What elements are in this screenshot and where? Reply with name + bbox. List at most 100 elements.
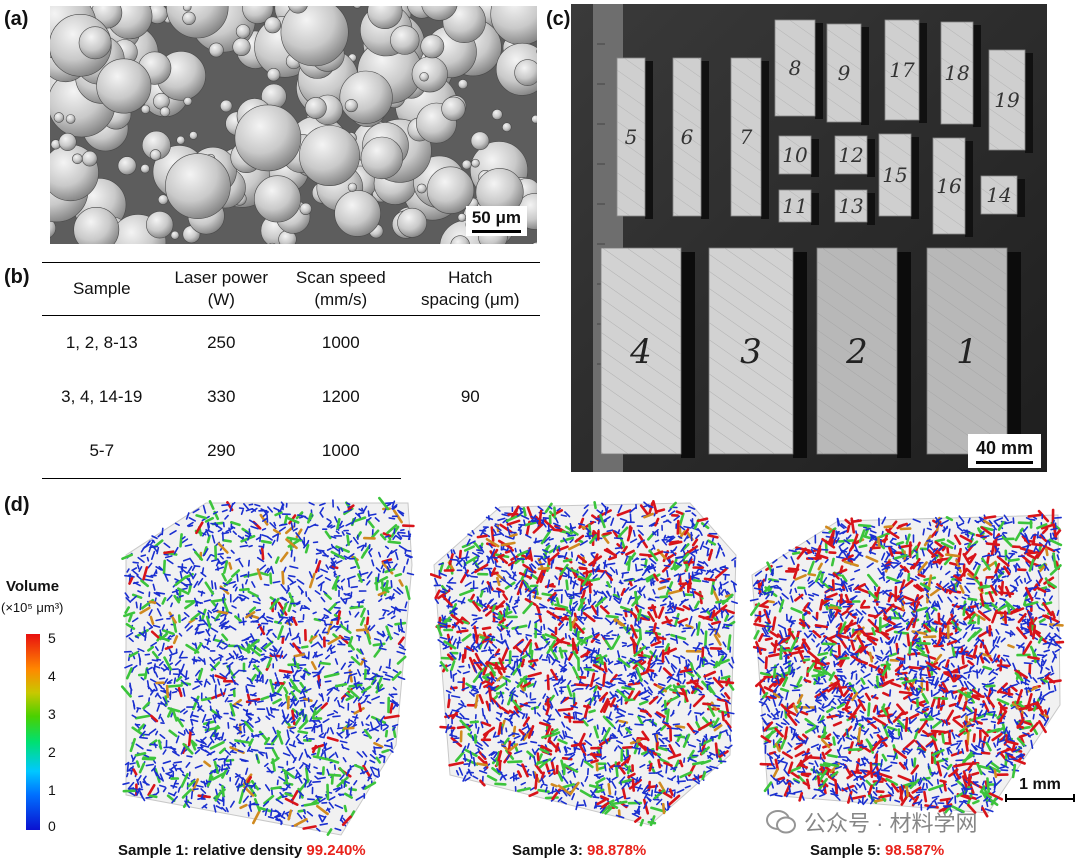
powder-particle: [50, 218, 56, 238]
small-specimen: 12: [834, 135, 875, 177]
sem-scalebar: 50 μm: [465, 206, 527, 236]
header-sample: Sample: [42, 262, 162, 316]
watermark-text: 公众号 · 材料学网: [804, 811, 978, 836]
sem-powder-image: 50 μm: [50, 6, 537, 244]
specimen-plate: 5 6 7 8 9 17 18 19 10 12 11 13 15 16 14 4 3 2 1: [571, 4, 1047, 472]
small-specimen: 14: [980, 175, 1025, 217]
wechat-icon: [766, 810, 796, 834]
powder-particle: [347, 182, 358, 192]
powder-particle: [450, 235, 470, 244]
powder-particle: [72, 153, 83, 165]
process-parameter-table: Sample Laser power (W) Scan speed (mm/s) H…: [42, 262, 540, 479]
powder-particle: [165, 153, 231, 219]
powder-particle: [280, 6, 349, 67]
cell-speed: 1000: [321, 333, 360, 352]
specimen-number: 14: [986, 183, 1011, 207]
specimen-number: 7: [740, 125, 753, 149]
cell-sample: 1, 2, 8-13: [65, 333, 138, 352]
large-specimen: 4: [600, 247, 695, 458]
powder-particle: [461, 159, 472, 170]
photo-scale-text: 40 mm: [975, 438, 1033, 458]
powder-particle: [442, 6, 486, 43]
small-specimen: 10: [778, 135, 819, 177]
small-specimen: 16: [932, 137, 973, 237]
powder-particle: [140, 164, 150, 174]
powder-particle: [419, 72, 429, 82]
powder-particle: [78, 26, 112, 60]
colorbar-tick: 5: [48, 630, 56, 646]
table-row: 3, 4, 14-19 330 1200: [42, 370, 540, 424]
small-specimen: 5: [616, 57, 653, 219]
powder-particle: [264, 16, 282, 34]
powder-particle: [390, 25, 420, 55]
powder-particle: [166, 6, 229, 39]
powder-particle: [471, 158, 480, 168]
sem-scale-bar: [471, 230, 521, 233]
panel-label-b: (b): [4, 266, 30, 288]
watermark: 公众号 · 材料学网: [766, 806, 978, 838]
powder-particle: [117, 156, 137, 176]
powder-particle: [360, 136, 404, 180]
small-specimen: 7: [730, 57, 769, 219]
small-specimen: 13: [834, 189, 875, 225]
cell-speed: 1200: [321, 387, 360, 406]
cell-power: 290: [161, 424, 282, 479]
powder-particle: [441, 96, 466, 121]
powder-particle: [65, 114, 76, 124]
powder-particle: [421, 6, 458, 21]
small-specimen: 8: [774, 19, 823, 119]
powder-particle: [170, 230, 180, 240]
powder-particle: [157, 194, 169, 205]
header-laser-power: Laser power (W): [161, 262, 282, 316]
powder-particle: [426, 166, 475, 214]
colorbar-tick: 1: [48, 782, 56, 798]
powder-particle: [457, 79, 468, 90]
small-specimen: 6: [672, 57, 709, 219]
small-specimen: 11: [778, 189, 819, 225]
colorbar-tick: 4: [48, 668, 56, 684]
cell-sample: 3, 4, 14-19: [61, 387, 143, 406]
powder-particle: [189, 131, 198, 140]
colorbar-unit: (×10⁵ μm³): [1, 600, 64, 615]
powder-particle: [299, 125, 360, 187]
header-scan-speed: Scan speed (mm/s): [281, 262, 401, 316]
colorbar-tick: 2: [48, 744, 56, 760]
specimen-number: 3: [740, 332, 762, 372]
cell-power: 330: [207, 387, 236, 406]
powder-particle: [183, 96, 193, 106]
table-row: 5-7 290 1000: [42, 424, 540, 479]
powder-particle: [268, 242, 276, 244]
powder-particle: [531, 114, 537, 124]
pore-cloud: [120, 496, 415, 836]
powder-particle: [416, 183, 427, 194]
powder-particles: [50, 6, 537, 244]
volume-colorbar: [26, 634, 40, 830]
specimen-number: 4: [629, 332, 652, 372]
powder-particle: [81, 150, 98, 167]
powder-particle: [411, 56, 448, 93]
powder-particle: [288, 6, 308, 14]
colorbar-title: Volume: [6, 578, 60, 595]
specimen-number: 5: [625, 125, 638, 149]
specimen-number: 17: [889, 58, 915, 82]
small-specimen: 19: [988, 49, 1033, 153]
small-specimens: 5 6 7 8 9 17 18 19 10 12 11 13 15 16 14: [616, 19, 1033, 237]
specimen-number: 1: [956, 332, 978, 372]
powder-particle: [220, 99, 233, 113]
specimen-number: 19: [994, 88, 1020, 112]
powder-particle: [254, 175, 302, 223]
powder-particle: [304, 97, 327, 119]
colorbar-tick: 3: [48, 706, 56, 722]
panel-label-d: (d): [4, 494, 30, 516]
specimen-number: 9: [838, 61, 851, 85]
powder-particle: [514, 59, 537, 86]
specimen-number: 18: [944, 61, 969, 85]
powder-particle: [182, 11, 196, 26]
powder-particle: [334, 190, 381, 237]
specimen-photo: 5 6 7 8 9 17 18 19 10 12 11 13 15 16 14 4 3 2 1 40 mm: [571, 4, 1047, 472]
powder-particle: [235, 24, 251, 39]
powder-particle: [73, 207, 120, 244]
specimen-number: 11: [782, 194, 807, 218]
powder-particle: [242, 6, 274, 24]
ct-cube-sample-1: [120, 496, 415, 836]
